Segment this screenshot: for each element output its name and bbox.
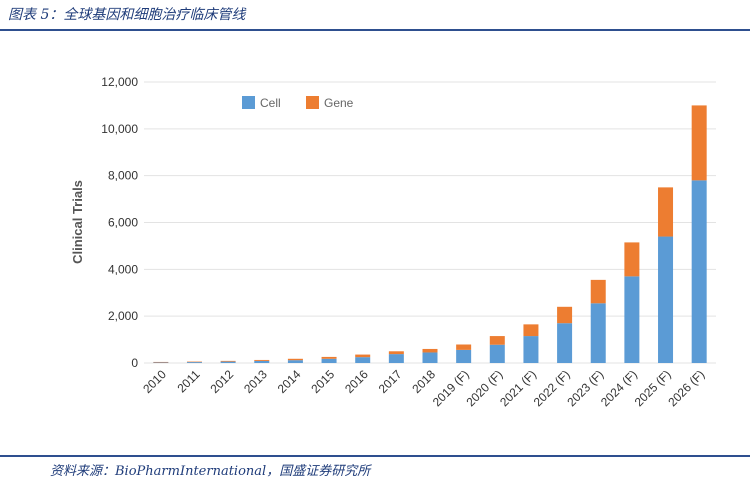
legend: Cell Gene bbox=[242, 96, 354, 110]
bar-gene-6 bbox=[355, 354, 371, 358]
bar-cell-15 bbox=[658, 236, 674, 363]
top-divider bbox=[0, 29, 750, 31]
bar-gene-13 bbox=[590, 279, 606, 304]
legend-swatch-gene bbox=[306, 96, 319, 109]
bar-cell-13 bbox=[590, 303, 606, 363]
source-note: 资料来源：BioPharmInternational，国盛证券研究所 bbox=[50, 464, 371, 479]
bar-gene-1 bbox=[186, 361, 202, 363]
x-tick-label: 2015 bbox=[308, 367, 337, 396]
y-tick-label: 6,000 bbox=[108, 216, 138, 230]
bar-gene-9 bbox=[456, 344, 472, 350]
x-tick-label: 2010 bbox=[140, 367, 169, 396]
bottom-divider bbox=[0, 455, 750, 457]
x-tick-label: 2011 bbox=[174, 367, 202, 395]
bar-gene-2 bbox=[220, 360, 236, 362]
bar-cell-16 bbox=[691, 180, 707, 363]
y-tick-label: 4,000 bbox=[108, 262, 138, 276]
bar-cell-2 bbox=[220, 361, 236, 363]
y-tick-label: 10,000 bbox=[101, 122, 138, 136]
y-tick-label: 0 bbox=[131, 356, 138, 370]
gridlines bbox=[144, 81, 716, 364]
bar-gene-11 bbox=[523, 324, 539, 337]
y-axis-label: Clinical Trials bbox=[70, 180, 85, 264]
y-tick-label: 8,000 bbox=[108, 169, 138, 183]
x-tick-label: 2014 bbox=[275, 367, 304, 396]
y-axis-ticks: 0 2,000 4,000 6,000 8,000 10,000 12,000 bbox=[101, 75, 138, 370]
x-tick-label: 2023 (F) bbox=[564, 367, 606, 409]
bar-gene-10 bbox=[489, 336, 505, 345]
bar-cell-6 bbox=[355, 357, 371, 363]
x-tick-label: 2024 (F) bbox=[598, 367, 640, 409]
bar-gene-16 bbox=[691, 105, 707, 181]
bar-cell-0 bbox=[153, 362, 169, 363]
bar-gene-5 bbox=[321, 356, 337, 359]
x-tick-label: 2016 bbox=[342, 367, 371, 396]
x-axis-ticks: 2010 2011 2012 2013 2014 2015 2016 2017 20182019… bbox=[140, 367, 707, 409]
bar-gene-8 bbox=[422, 348, 438, 353]
bar-gene-14 bbox=[624, 242, 640, 277]
y-tick-label: 12,000 bbox=[101, 75, 138, 89]
bar-cell-4 bbox=[287, 360, 303, 363]
bar-gene-0 bbox=[153, 361, 169, 363]
bar-cell-11 bbox=[523, 336, 539, 363]
legend-label-gene: Gene bbox=[324, 96, 354, 110]
legend-label-cell: Cell bbox=[260, 96, 281, 110]
x-tick-label: 2012 bbox=[207, 367, 236, 396]
bar-gene-3 bbox=[254, 359, 270, 361]
x-tick-label: 2021 (F) bbox=[497, 367, 539, 409]
figure-title: 图表 5：全球基因和细胞治疗临床管线 bbox=[8, 7, 246, 23]
x-tick-label: 2022 (F) bbox=[531, 367, 573, 409]
bar-cell-8 bbox=[422, 352, 438, 363]
bar-cell-9 bbox=[456, 349, 472, 363]
bar-gene-4 bbox=[287, 358, 303, 361]
bar-cell-12 bbox=[557, 323, 573, 363]
x-tick-label: 2026 (F) bbox=[665, 367, 707, 409]
x-tick-label: 2020 (F) bbox=[463, 367, 505, 409]
bars bbox=[153, 105, 707, 363]
x-tick-label: 2019 (F) bbox=[430, 367, 472, 409]
legend-swatch-cell bbox=[242, 96, 255, 109]
bar-cell-5 bbox=[321, 358, 337, 363]
x-tick-label: 2018 bbox=[409, 367, 438, 396]
bar-cell-1 bbox=[186, 362, 202, 363]
y-tick-label: 2,000 bbox=[108, 309, 138, 323]
bar-cell-14 bbox=[624, 276, 640, 363]
bar-cell-10 bbox=[489, 344, 505, 363]
bar-gene-15 bbox=[658, 187, 674, 237]
bar-cell-3 bbox=[254, 360, 270, 363]
x-tick-label: 2025 (F) bbox=[632, 367, 674, 409]
x-tick-label: 2013 bbox=[241, 367, 270, 396]
bar-cell-7 bbox=[388, 354, 404, 363]
bar-gene-12 bbox=[557, 306, 573, 324]
x-tick-label: 2017 bbox=[376, 367, 405, 396]
bar-gene-7 bbox=[388, 351, 404, 355]
